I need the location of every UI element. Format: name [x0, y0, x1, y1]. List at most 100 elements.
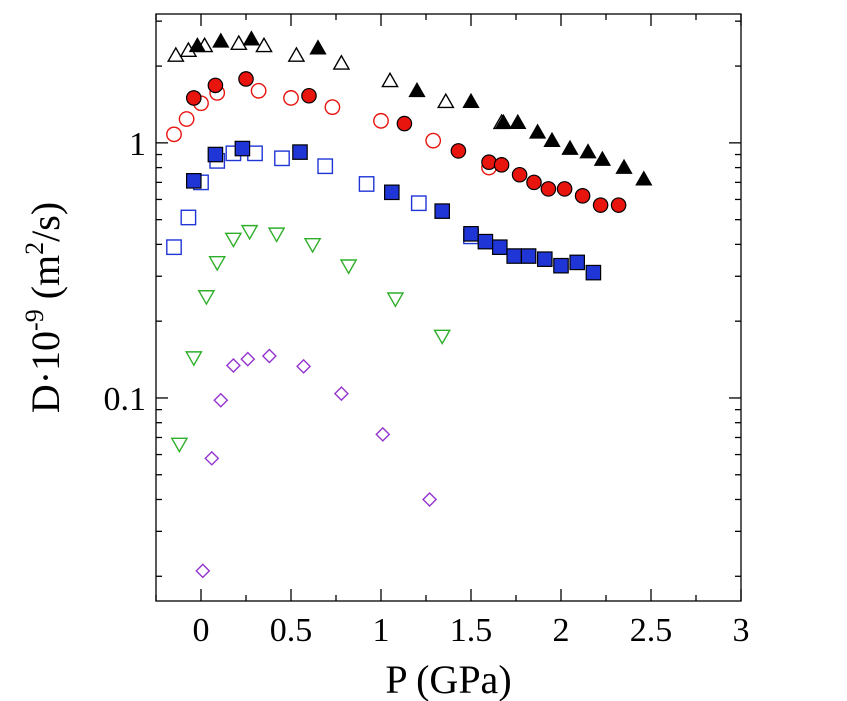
triangle-up-marker: [528, 123, 547, 139]
circle-marker: [481, 154, 497, 170]
y-axis-title-main: D·10: [23, 331, 68, 413]
circle-marker: [373, 112, 389, 129]
triangle-up-marker: [462, 92, 480, 108]
y-axis-title-exponent: -9: [20, 309, 49, 331]
triangle-up-marker: [635, 170, 653, 186]
circle-marker: [207, 77, 224, 94]
circle-marker: [324, 99, 341, 116]
axis-ticks: [155, 14, 742, 601]
triangle-up-marker: [166, 46, 185, 62]
triangle-down-marker: [197, 290, 216, 306]
triangle-down-marker: [433, 329, 452, 345]
circle-marker: [178, 111, 195, 127]
square-marker: [317, 158, 334, 175]
triangle-down-marker: [208, 255, 227, 272]
triangle-up-marker: [615, 158, 633, 174]
square-marker: [384, 184, 400, 201]
triangle-down-marker: [339, 259, 358, 275]
circle-marker: [396, 115, 413, 132]
x-tick-label: 2: [553, 612, 570, 649]
square-marker: [585, 264, 602, 281]
x-tick-label: 3: [733, 612, 750, 649]
triangle-down-marker: [303, 237, 322, 254]
triangle-up-marker: [593, 150, 612, 166]
square-marker: [234, 140, 251, 157]
triangle-up-marker: [242, 30, 261, 46]
circle-marker: [283, 90, 299, 106]
square-marker: [274, 150, 290, 167]
triangle-down-marker: [267, 227, 286, 243]
triangle-up-marker: [229, 34, 248, 50]
triangle-up-marker: [543, 131, 561, 147]
diamond-marker: [225, 358, 241, 374]
triangle-up-marker: [381, 71, 399, 88]
square-marker: [180, 209, 197, 226]
triangle-down-marker: [184, 351, 203, 367]
square-marker: [553, 257, 569, 274]
circle-marker: [166, 126, 182, 143]
circle-marker: [592, 197, 609, 213]
diamond-marker: [195, 563, 211, 579]
triangle-down-marker: [240, 224, 259, 241]
square-marker: [536, 251, 553, 267]
circle-marker: [526, 174, 542, 191]
x-tick-label: 1: [373, 612, 390, 649]
circle-marker: [238, 71, 254, 87]
diamond-marker: [333, 386, 349, 402]
diamond-marker: [240, 351, 256, 367]
circle-marker: [574, 188, 591, 204]
square-marker: [292, 144, 308, 160]
data-markers: [166, 30, 653, 579]
circle-marker: [540, 181, 557, 197]
square-marker: [506, 248, 522, 264]
square-marker: [186, 173, 202, 189]
square-marker: [477, 233, 494, 250]
x-tick-label: 2.5: [630, 612, 673, 649]
circle-marker: [493, 157, 510, 173]
diamond-marker: [261, 348, 277, 364]
triangle-up-marker: [408, 81, 426, 98]
triangle-up-marker: [332, 54, 351, 70]
y-tick-label: 0.1: [104, 381, 147, 418]
tick-labels: 0 0.5 1 1.5 2 2.5 3 0.1 1: [104, 126, 750, 649]
square-marker: [166, 239, 182, 256]
triangle-up-marker: [255, 36, 273, 53]
square-marker: [520, 248, 537, 264]
circle-marker: [250, 82, 267, 99]
triangle-up-marker: [212, 32, 230, 48]
triangle-down-marker: [224, 232, 243, 248]
diamond-marker: [422, 491, 438, 507]
plot-frame: [155, 13, 742, 602]
square-marker: [463, 226, 479, 242]
circle-marker: [425, 132, 442, 149]
triangle-down-marker: [170, 437, 189, 454]
y-axis-title: D·10-9 (m2/s): [20, 202, 68, 413]
triangle-up-marker: [494, 113, 513, 129]
x-axis-title: P (GPa): [385, 657, 511, 701]
diamond-marker: [213, 392, 229, 408]
x-tick-label: 0.5: [270, 612, 313, 649]
circle-marker: [186, 90, 202, 106]
circle-marker: [301, 87, 317, 104]
y-axis-title-units-close: /s): [23, 202, 68, 242]
x-tick-label: 0: [193, 612, 210, 649]
diamond-marker: [375, 426, 391, 442]
circle-marker: [556, 181, 573, 197]
x-tick-label: 1.5: [450, 612, 493, 649]
square-marker: [207, 146, 224, 163]
square-marker: [434, 203, 450, 219]
triangle-up-marker: [188, 37, 207, 53]
square-marker: [410, 195, 427, 212]
y-tick-label: 1: [129, 126, 146, 163]
square-marker: [358, 176, 375, 192]
triangle-up-marker: [579, 143, 597, 159]
circle-marker: [511, 166, 528, 183]
y-axis-title-units-exponent: 2: [20, 242, 49, 255]
diamond-marker: [204, 450, 220, 466]
y-axis-title-units-open: (m: [23, 255, 68, 309]
square-marker: [492, 239, 508, 255]
square-marker: [569, 254, 585, 271]
circle-marker: [450, 143, 467, 159]
triangle-up-marker: [436, 92, 455, 109]
